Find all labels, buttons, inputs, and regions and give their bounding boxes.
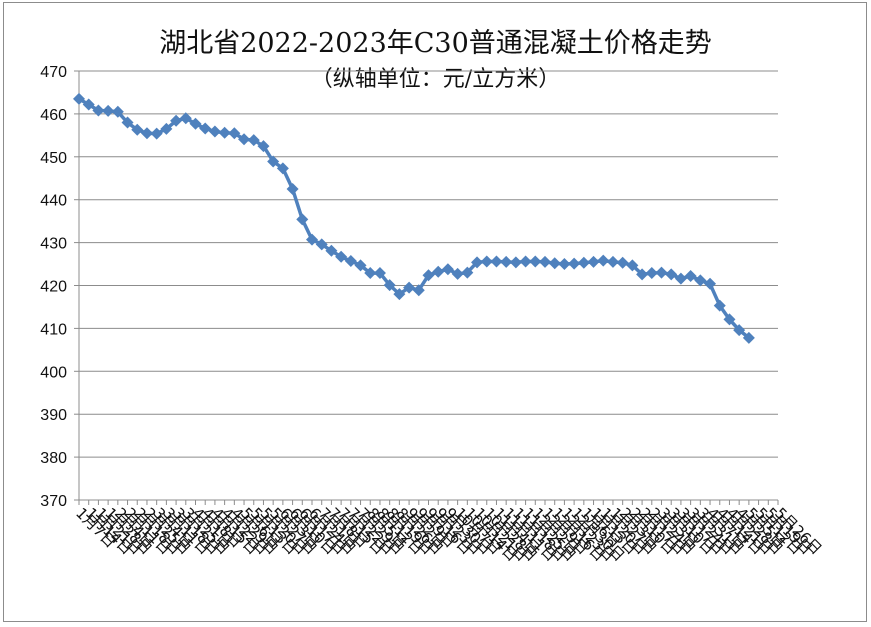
data-point-marker: [432, 265, 445, 278]
data-point-marker: [597, 254, 610, 267]
data-point-marker: [140, 127, 153, 140]
data-point-marker: [713, 299, 726, 312]
y-tick-label: 370: [40, 493, 67, 510]
data-point-marker: [412, 284, 425, 297]
data-point-marker: [73, 92, 85, 105]
data-point-marker: [306, 233, 318, 246]
data-point-marker: [335, 250, 348, 263]
data-point-marker: [655, 266, 668, 279]
y-tick-label: 380: [40, 450, 67, 467]
data-point-marker: [626, 259, 639, 272]
chart-title: 湖北省2022-2023年C30普通混凝土价格走势: [159, 28, 712, 59]
data-point-marker: [548, 257, 561, 270]
data-point-marker: [441, 263, 454, 276]
data-point-marker: [296, 213, 309, 226]
data-point-marker: [82, 98, 95, 111]
y-tick-label: 470: [40, 64, 67, 81]
data-point-marker: [170, 114, 183, 127]
data-point-marker: [587, 255, 600, 268]
data-point-marker: [199, 122, 212, 135]
data-point-marker: [636, 268, 649, 281]
data-point-marker: [393, 288, 406, 301]
data-point-marker: [490, 255, 503, 268]
data-point-marker: [665, 268, 678, 281]
data-point-marker: [645, 267, 658, 280]
data-point-marker: [461, 266, 474, 279]
data-point-marker: [131, 123, 144, 136]
data-point-marker: [238, 133, 251, 146]
y-tick-label: 450: [40, 150, 67, 167]
data-point-marker: [247, 134, 260, 147]
data-point-marker: [102, 104, 115, 117]
data-point-marker: [92, 104, 105, 117]
y-tick-label: 410: [40, 321, 67, 338]
data-point-marker: [606, 255, 619, 268]
data-point-marker: [539, 255, 551, 268]
data-point-marker: [742, 331, 755, 344]
data-point-marker: [684, 270, 697, 283]
data-point-marker: [558, 258, 571, 271]
series-line: [78, 97, 750, 340]
y-tick-label: 440: [40, 193, 67, 210]
data-point-marker: [315, 238, 328, 251]
data-point-marker: [568, 257, 581, 270]
data-point-marker: [694, 274, 707, 287]
data-point-marker: [403, 281, 416, 294]
data-point-marker: [354, 259, 367, 272]
data-point-marker: [529, 255, 542, 268]
data-point-marker: [189, 117, 202, 130]
data-point-marker: [723, 313, 736, 326]
data-point-marker: [228, 127, 241, 140]
data-point-marker: [451, 267, 464, 280]
data-point-marker: [257, 140, 270, 153]
data-point-marker: [111, 105, 124, 118]
data-point-marker: [509, 256, 522, 269]
data-point-marker: [160, 122, 173, 135]
data-point-marker: [286, 182, 299, 195]
y-tick-label: 400: [40, 364, 67, 381]
data-point-marker: [704, 277, 717, 290]
y-tick-label: 420: [40, 279, 67, 296]
data-point-marker: [344, 255, 357, 268]
data-point-marker: [179, 112, 192, 125]
data-point-marker: [121, 116, 134, 129]
data-point-marker: [674, 272, 687, 285]
y-tick-label: 430: [40, 236, 67, 253]
data-point-marker: [325, 244, 338, 257]
data-point-marker: [276, 162, 289, 175]
data-point-marker: [519, 255, 532, 268]
data-point-marker: [480, 255, 493, 268]
data-point-marker: [218, 126, 231, 139]
data-point-marker: [471, 256, 484, 269]
data-point-marker: [208, 125, 221, 138]
y-tick-label: 460: [40, 107, 67, 124]
data-point-marker: [150, 127, 163, 140]
data-point-marker: [733, 324, 746, 337]
data-point-marker: [577, 256, 590, 269]
data-point-marker: [422, 269, 435, 282]
data-point-marker: [500, 255, 513, 268]
data-point-marker: [373, 267, 386, 280]
y-tick-label: 390: [40, 407, 67, 424]
data-point-marker: [364, 267, 377, 280]
data-point-marker: [267, 155, 280, 168]
data-point-marker: [616, 256, 629, 269]
data-point-marker: [383, 279, 396, 292]
